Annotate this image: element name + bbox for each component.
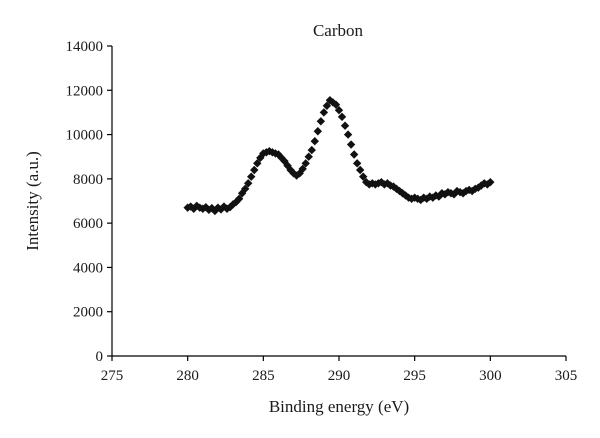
data-point	[307, 145, 316, 155]
data-point	[237, 189, 247, 198]
data-point	[349, 150, 359, 159]
data-point	[359, 172, 368, 181]
data-point	[240, 184, 250, 194]
data-point	[398, 189, 407, 198]
data-point	[416, 195, 425, 205]
data-point	[477, 181, 486, 190]
data-point	[449, 190, 459, 199]
data-point	[334, 106, 344, 115]
data-point	[304, 152, 313, 161]
data-point	[310, 137, 319, 146]
x-axis-title: Binding energy (eV)	[269, 397, 409, 416]
data-point	[440, 190, 450, 199]
y-tick-label: 10000	[66, 128, 104, 144]
data-points	[183, 96, 495, 216]
data-point	[352, 159, 362, 168]
data-point	[189, 204, 198, 213]
data-point	[286, 165, 295, 175]
data-point	[222, 204, 232, 213]
data-point	[247, 172, 256, 181]
data-point	[486, 177, 495, 187]
data-point	[346, 140, 356, 149]
y-tick-label: 14000	[66, 39, 104, 55]
data-point	[319, 108, 329, 117]
data-point	[331, 100, 341, 109]
y-ticks: 0 2000 4000 6000 8000 10000 12000 14000	[66, 39, 112, 365]
y-tick-label: 12000	[66, 83, 104, 99]
y-tick-label: 6000	[73, 216, 103, 232]
x-tick-label: 300	[479, 368, 502, 384]
data-point	[253, 159, 262, 168]
x-ticks: 275 280 285 290 295 300 305	[101, 356, 578, 384]
chart-title: Carbon	[313, 21, 364, 40]
data-point	[458, 189, 468, 198]
y-tick-label: 2000	[73, 305, 103, 321]
data-point	[322, 101, 332, 110]
data-point	[337, 112, 347, 122]
data-point	[250, 165, 259, 175]
y-axis-title: Intensity (a.u.)	[23, 151, 42, 251]
y-tick-label: 4000	[73, 260, 103, 276]
axes	[111, 46, 566, 357]
x-tick-label: 295	[403, 368, 426, 384]
data-point	[244, 179, 253, 188]
x-tick-label: 280	[176, 368, 199, 384]
data-point	[316, 117, 326, 126]
y-tick-label: 8000	[73, 172, 103, 188]
data-point	[301, 159, 310, 168]
x-tick-label: 285	[252, 368, 275, 384]
data-point	[340, 121, 350, 130]
data-point	[355, 165, 365, 175]
data-point	[234, 194, 244, 203]
y-tick-label: 0	[96, 349, 104, 365]
x-tick-label: 305	[555, 368, 578, 384]
data-point	[280, 156, 289, 166]
data-point	[343, 130, 353, 139]
data-point	[204, 205, 214, 215]
data-point	[298, 164, 307, 174]
x-tick-label: 275	[101, 368, 124, 384]
data-point	[313, 127, 323, 136]
x-tick-label: 290	[328, 368, 351, 384]
